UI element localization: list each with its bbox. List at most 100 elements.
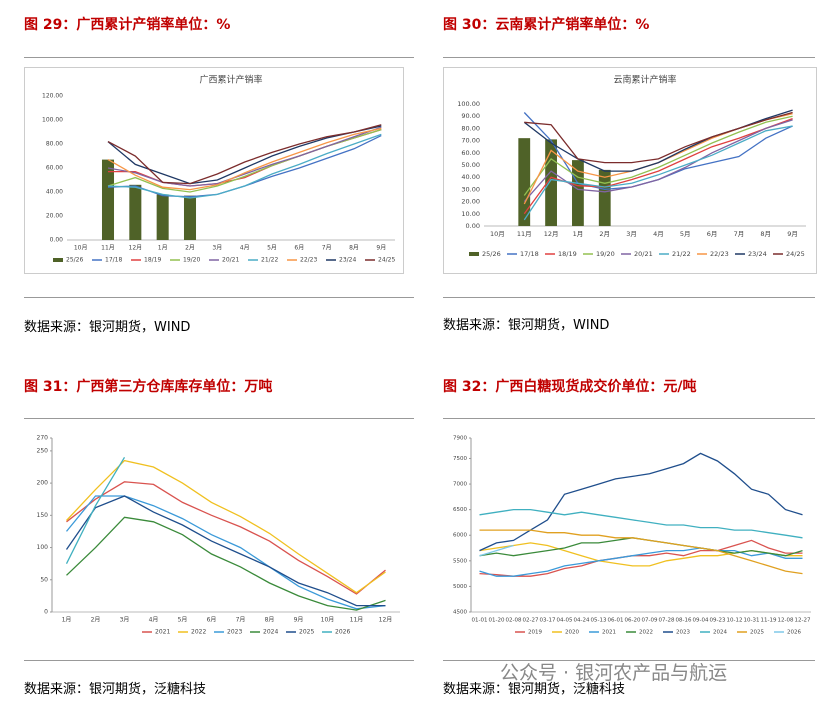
x-tick-label: 10-31 bbox=[744, 618, 760, 624]
y-tick-label: 80.00 bbox=[461, 124, 480, 132]
x-tick-label: 12月 bbox=[129, 245, 143, 252]
line bbox=[65, 456, 126, 564]
legend-label: 20/21 bbox=[222, 257, 239, 264]
x-tick-label: 8月 bbox=[265, 617, 275, 624]
y-tick-label: 50 bbox=[40, 576, 48, 583]
y-tick-label: 5000 bbox=[453, 584, 467, 590]
y-tick-label: 4500 bbox=[453, 610, 467, 616]
line bbox=[524, 111, 793, 164]
heading: 图 32：广西白糖现货成交价单位：元/吨 bbox=[443, 379, 697, 395]
x-tick-label: 09-04 bbox=[693, 618, 709, 624]
x-tick-label: 6月 bbox=[294, 245, 304, 252]
x-tick-label: 3月 bbox=[212, 245, 222, 252]
line bbox=[107, 126, 382, 187]
legend-label: 24/25 bbox=[786, 250, 805, 258]
line bbox=[523, 119, 793, 203]
legend-label: 2025 bbox=[299, 629, 314, 636]
y-tick-label: 5500 bbox=[453, 558, 467, 564]
x-tick-label: 9月 bbox=[294, 617, 304, 624]
x-tick-label: 5月 bbox=[178, 617, 188, 624]
y-tick-label: 250 bbox=[37, 447, 49, 454]
y-tick-label: 60.00 bbox=[461, 149, 480, 157]
line bbox=[479, 452, 803, 552]
legend-label: 2019 bbox=[528, 630, 542, 636]
y-tick-label: 100.00 bbox=[42, 117, 63, 124]
legend-label: 25/26 bbox=[66, 257, 83, 264]
x-tick-label: 06-20 bbox=[625, 618, 641, 624]
legend-label: 2021 bbox=[602, 630, 616, 636]
x-tick-label: 4月 bbox=[149, 617, 159, 624]
line bbox=[107, 135, 382, 198]
bar bbox=[101, 159, 115, 240]
chart-title: 广西累计产销率 bbox=[199, 74, 262, 86]
x-tick-label: 02-08 bbox=[506, 618, 522, 624]
heading: 图 29：广西累计产销率单位：% bbox=[24, 17, 231, 33]
y-tick-label: 0 bbox=[44, 609, 48, 616]
x-tick-label: 11月 bbox=[517, 230, 532, 238]
line bbox=[523, 125, 793, 221]
y-tick-label: 7900 bbox=[453, 436, 467, 442]
heading: 图 31：广西第三方仓库库存单位：万吨 bbox=[24, 379, 273, 395]
y-tick-label: 10.00 bbox=[461, 210, 480, 218]
line bbox=[479, 547, 803, 577]
legend-label: 2020 bbox=[565, 630, 579, 636]
y-tick-label: 7000 bbox=[453, 482, 467, 488]
x-tick-label: 8月 bbox=[760, 230, 771, 238]
source: 数据来源：银河期货，WIND bbox=[24, 320, 191, 335]
legend-label: 19/20 bbox=[596, 250, 615, 258]
chart: 0 50 100 150 200 250 270 1月 2月 3月 4月 5月 6月 7月 8月 9月 10月 1… bbox=[37, 435, 400, 636]
x-tick-label: 1月 bbox=[573, 230, 584, 238]
legend-label: 2022 bbox=[191, 629, 206, 636]
legend-label: 2023 bbox=[676, 630, 690, 636]
x-tick-label: 09-23 bbox=[710, 618, 726, 624]
x-tick-label: 1月 bbox=[62, 617, 72, 624]
y-tick-label: 70.00 bbox=[461, 137, 480, 145]
legend-swatch bbox=[469, 252, 479, 256]
rule bbox=[24, 57, 414, 58]
legend-swatch bbox=[53, 258, 63, 262]
x-tick-label: 12-27 bbox=[795, 618, 811, 624]
watermark: 公众号 · 银河农产品与航运 bbox=[500, 662, 728, 684]
y-tick-label: 40.00 bbox=[46, 189, 63, 196]
x-tick-label: 08-16 bbox=[676, 618, 692, 624]
chart: 4500 5000 5500 6000 6500 7000 7500 7900 01-01 01-… bbox=[453, 436, 811, 636]
y-tick-label: 100 bbox=[37, 544, 49, 551]
y-tick-label: 120.00 bbox=[42, 93, 63, 100]
rule bbox=[443, 297, 815, 298]
legend-label: 2026 bbox=[787, 630, 801, 636]
chart: 云南累计产销率 0.00 10.00 20.00 30.00 40.00 50.00 60.0… bbox=[443, 67, 817, 274]
x-tick-label: 10-12 bbox=[727, 618, 743, 624]
x-tick-label: 11月 bbox=[350, 617, 364, 624]
bar bbox=[183, 195, 197, 240]
x-tick-label: 7月 bbox=[236, 617, 246, 624]
y-tick-label: 20.00 bbox=[46, 213, 63, 220]
x-tick-label: 10月 bbox=[490, 230, 505, 238]
x-tick-label: 11-19 bbox=[761, 618, 777, 624]
line bbox=[479, 539, 803, 577]
source: 数据来源：银河期货，泛糖科技 bbox=[443, 682, 626, 697]
x-tick-label: 9月 bbox=[376, 245, 386, 252]
y-tick-label: 40.00 bbox=[461, 173, 480, 181]
x-tick-label: 1月 bbox=[158, 245, 168, 252]
x-tick-label: 4月 bbox=[653, 230, 664, 238]
y-tick-label: 7500 bbox=[453, 456, 467, 462]
bar bbox=[545, 139, 557, 226]
y-tick-label: 100.00 bbox=[457, 100, 480, 108]
bar bbox=[598, 169, 611, 226]
line bbox=[107, 127, 382, 191]
legend-label: 17/18 bbox=[520, 250, 539, 258]
x-tick-label: 07-09 bbox=[642, 618, 658, 624]
x-tick-label: 05-13 bbox=[591, 618, 607, 624]
y-tick-label: 80.00 bbox=[46, 141, 63, 148]
y-tick-label: 0.00 bbox=[466, 222, 480, 230]
y-tick-label: 6000 bbox=[453, 533, 467, 539]
legend-label: 22/23 bbox=[300, 257, 317, 264]
line bbox=[107, 125, 382, 185]
legend-label: 19/20 bbox=[183, 257, 200, 264]
y-tick-label: 30.00 bbox=[461, 185, 480, 193]
x-tick-label: 12月 bbox=[379, 617, 393, 624]
x-tick-label: 2月 bbox=[599, 230, 610, 238]
y-tick-label: 90.00 bbox=[461, 112, 480, 120]
legend-label: 18/19 bbox=[558, 250, 577, 258]
source: 数据来源：银河期货，泛糖科技 bbox=[24, 682, 207, 697]
